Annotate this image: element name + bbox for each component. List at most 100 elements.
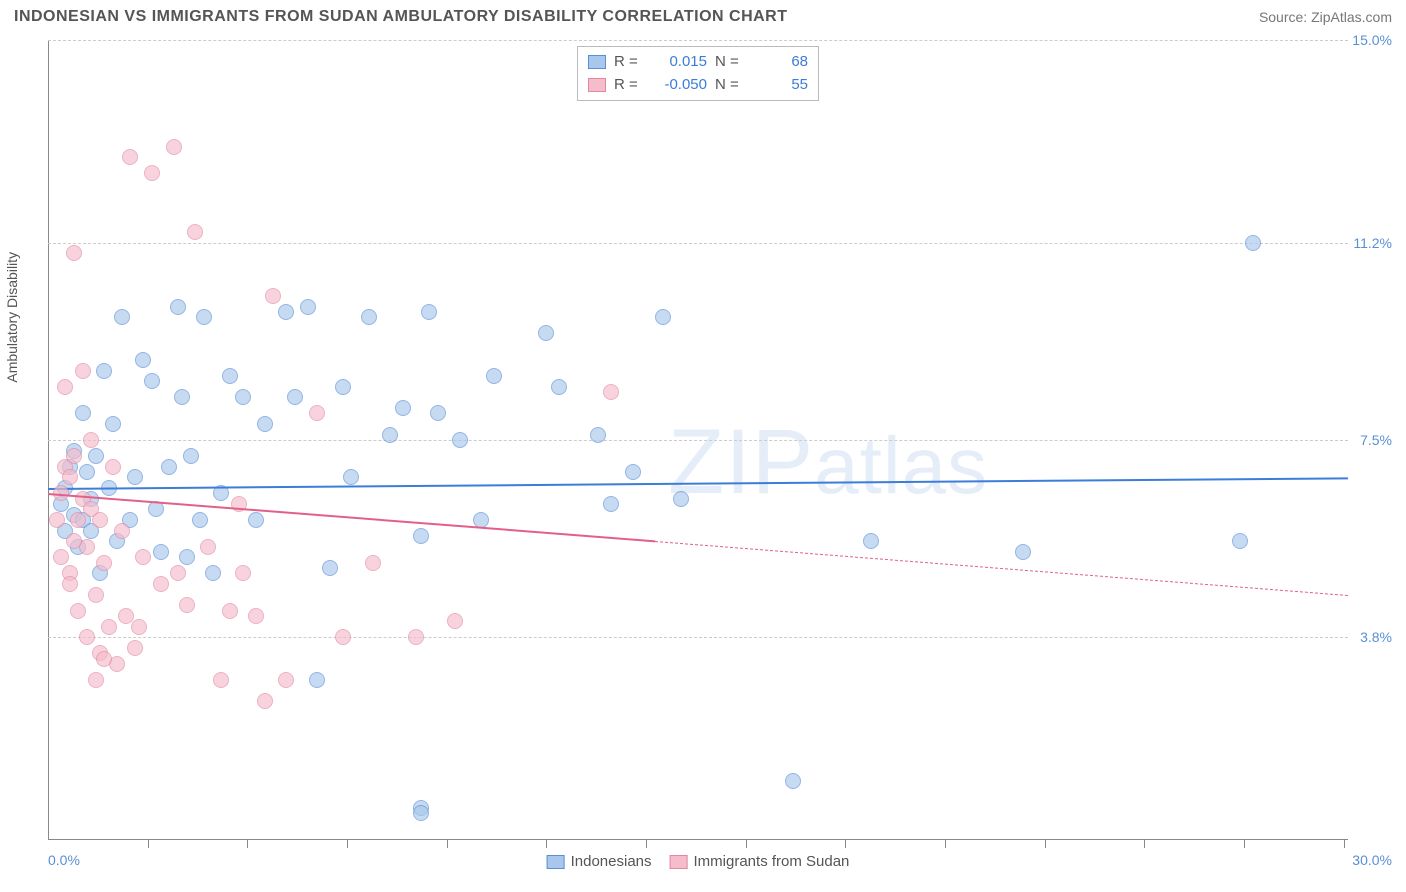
- data-point: [309, 405, 325, 421]
- data-point: [1245, 235, 1261, 251]
- x-tick: [945, 840, 946, 848]
- data-point: [96, 555, 112, 571]
- legend-item: Indonesians: [547, 853, 652, 870]
- data-point: [122, 149, 138, 165]
- legend-swatch: [547, 855, 565, 869]
- x-tick: [646, 840, 647, 848]
- data-point: [673, 491, 689, 507]
- data-point: [309, 672, 325, 688]
- legend-swatch: [588, 78, 606, 92]
- data-point: [170, 299, 186, 315]
- series-legend: Indonesians Immigrants from Sudan: [547, 853, 850, 870]
- n-value: 55: [753, 74, 808, 97]
- stats-legend-row: R =0.015N =68: [588, 51, 808, 74]
- data-point: [863, 533, 879, 549]
- data-point: [213, 672, 229, 688]
- trend-line: [655, 541, 1348, 596]
- data-point: [62, 576, 78, 592]
- gridline: [48, 40, 1348, 41]
- data-point: [174, 389, 190, 405]
- x-tick: [845, 840, 846, 848]
- data-point: [257, 693, 273, 709]
- data-point: [452, 432, 468, 448]
- data-point: [96, 363, 112, 379]
- data-point: [278, 304, 294, 320]
- data-point: [83, 432, 99, 448]
- n-label: N =: [715, 74, 745, 97]
- data-point: [135, 352, 151, 368]
- legend-swatch: [670, 855, 688, 869]
- data-point: [1015, 544, 1031, 560]
- legend-label: Immigrants from Sudan: [694, 853, 850, 870]
- stats-legend: R =0.015N =68R =-0.050N =55: [577, 46, 819, 101]
- data-point: [131, 619, 147, 635]
- data-point: [222, 368, 238, 384]
- data-point: [79, 464, 95, 480]
- x-tick: [1144, 840, 1145, 848]
- watermark: ZIPatlas: [668, 410, 988, 515]
- x-axis: [48, 839, 1348, 840]
- n-value: 68: [753, 51, 808, 74]
- data-point: [335, 629, 351, 645]
- data-point: [196, 309, 212, 325]
- y-tick-label: 7.5%: [1360, 432, 1392, 448]
- x-axis-start-label: 0.0%: [48, 852, 80, 868]
- y-tick-label: 15.0%: [1352, 32, 1392, 48]
- y-tick-label: 11.2%: [1353, 235, 1392, 251]
- data-point: [655, 309, 671, 325]
- data-point: [603, 384, 619, 400]
- data-point: [235, 565, 251, 581]
- data-point: [49, 512, 65, 528]
- data-point: [413, 805, 429, 821]
- gridline: [48, 243, 1348, 244]
- data-point: [88, 448, 104, 464]
- data-point: [101, 619, 117, 635]
- source-label: Source: ZipAtlas.com: [1259, 9, 1392, 25]
- data-point: [114, 523, 130, 539]
- data-point: [1232, 533, 1248, 549]
- data-point: [144, 373, 160, 389]
- data-point: [257, 416, 273, 432]
- x-tick: [546, 840, 547, 848]
- data-point: [590, 427, 606, 443]
- y-axis-label: Ambulatory Disability: [4, 252, 20, 383]
- data-point: [66, 245, 82, 261]
- data-point: [153, 576, 169, 592]
- data-point: [66, 533, 82, 549]
- x-tick: [247, 840, 248, 848]
- x-tick: [1244, 840, 1245, 848]
- data-point: [75, 363, 91, 379]
- data-point: [486, 368, 502, 384]
- data-point: [278, 672, 294, 688]
- chart-header: INDONESIAN VS IMMIGRANTS FROM SUDAN AMBU…: [0, 0, 1406, 30]
- data-point: [183, 448, 199, 464]
- x-tick: [746, 840, 747, 848]
- data-point: [205, 565, 221, 581]
- data-point: [66, 448, 82, 464]
- data-point: [88, 672, 104, 688]
- x-tick: [148, 840, 149, 848]
- data-point: [135, 549, 151, 565]
- n-label: N =: [715, 51, 745, 74]
- data-point: [408, 629, 424, 645]
- gridline: [48, 637, 1348, 638]
- data-point: [603, 496, 619, 512]
- data-point: [166, 139, 182, 155]
- stats-legend-row: R =-0.050N =55: [588, 74, 808, 97]
- data-point: [395, 400, 411, 416]
- data-point: [248, 608, 264, 624]
- watermark-zip: ZIP: [668, 411, 814, 513]
- r-value: -0.050: [652, 74, 707, 97]
- data-point: [361, 309, 377, 325]
- data-point: [538, 325, 554, 341]
- data-point: [785, 773, 801, 789]
- legend-label: Indonesians: [571, 853, 652, 870]
- data-point: [322, 560, 338, 576]
- watermark-atlas: atlas: [814, 421, 988, 510]
- data-point: [343, 469, 359, 485]
- data-point: [161, 459, 177, 475]
- data-point: [551, 379, 567, 395]
- data-point: [53, 549, 69, 565]
- data-point: [187, 224, 203, 240]
- data-point: [179, 597, 195, 613]
